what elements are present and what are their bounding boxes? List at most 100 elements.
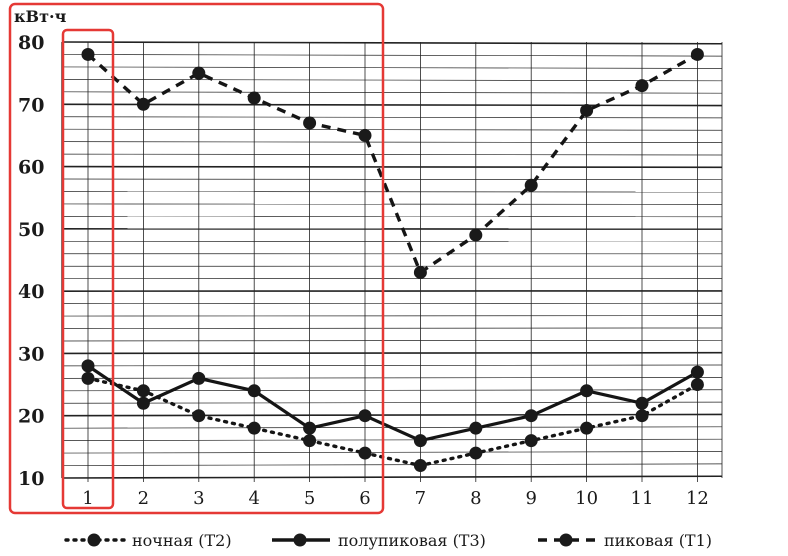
data-point [690,47,704,61]
highlights [8,2,385,515]
data-point [81,47,95,61]
x-tick-label: 5 [304,488,315,509]
data-point [81,359,95,373]
series-dotted [81,371,704,473]
x-tick-label: 3 [193,488,204,509]
data-point [136,384,150,398]
grid-line-minor [61,377,723,379]
data-point [303,434,317,448]
legend-swatch-marker [293,533,307,547]
legend-label: пиковая (T1) [604,531,712,550]
data-point [469,228,483,242]
legend-label: полупиковая (T3) [338,531,486,550]
x-tick-label: 11 [631,488,654,509]
data-point [303,116,317,130]
y-tick-label: 30 [18,343,44,365]
data-point [524,409,538,423]
series-solid [81,359,704,448]
legend-label: ночная (T2) [132,531,232,550]
grid-line-minor [61,91,723,94]
x-tick-label: 2 [138,488,149,509]
legend-swatch-marker [87,533,101,547]
grid-line-major [61,351,723,355]
grid-line-minor [61,116,723,119]
y-tick-label: 70 [18,94,44,116]
grid-line-minor [61,191,723,193]
data-point [358,128,372,142]
grid-line-major [61,41,723,45]
data-point [413,434,427,448]
grid-line-minor [61,153,723,156]
data-point [469,446,483,460]
x-tick-label: 4 [248,488,259,509]
data-point [690,365,704,379]
grid-line-minor [61,128,723,131]
grid-line-minor [61,451,723,454]
y-tick-label: 10 [18,468,44,490]
data-point [247,91,261,105]
data-point [247,421,261,435]
y-tick-label: 40 [18,281,44,303]
data-point [413,459,427,473]
grid-line-minor [61,54,723,57]
data-point [247,384,261,398]
data-point [469,421,483,435]
data-point [136,97,150,111]
y-tick-label: 20 [18,406,44,428]
y-tick-label: 50 [18,219,44,241]
grid-line-major [61,103,723,107]
series-dashed [81,47,704,279]
legend: ночная (T2) полупиковая (T3) пиковая (T1) [64,531,712,550]
series-layer [81,47,704,473]
grid-line-minor [61,339,723,342]
grid-line-minor [61,327,723,329]
grid-line-major [61,413,723,417]
series-line [86,376,700,468]
series-line [87,364,699,443]
data-point [192,409,206,423]
grid-line-minor [61,66,723,69]
data-point [580,421,594,435]
data-point [303,421,317,435]
data-point [524,434,538,448]
data-point [81,371,95,385]
data-point [524,178,538,192]
y-tick-label: 80 [18,32,44,54]
data-point [635,409,649,423]
y-tick-label: 60 [18,157,44,179]
data-point [690,378,704,392]
x-tick-label: 6 [359,488,370,509]
grid-line-minor [61,141,723,143]
data-point [580,384,594,398]
grid-line-minor [61,401,723,404]
grid [61,41,723,482]
x-tick-label: 8 [470,488,481,509]
grid-line-minor [61,364,723,367]
x-tick-label: 1 [82,488,93,509]
series-line [86,52,699,276]
grid-line-minor [61,178,723,181]
highlight-box-months-1-6 [8,2,385,515]
data-point [358,409,372,423]
grid-line-minor [61,389,723,392]
highlight-box-month-1 [61,28,115,510]
x-tick-label: 12 [686,488,709,509]
grid-line-minor [61,438,723,441]
grid-line-major [61,165,723,169]
data-point [413,265,427,279]
x-tick-label: 7 [415,488,426,509]
y-axis-label: кВт·ч [14,7,67,26]
grid-line-minor [61,463,723,466]
grid-line-major [61,475,723,479]
legend-swatch-marker [559,533,573,547]
grid-line-minor [61,79,723,82]
data-point [580,104,594,118]
data-point [192,66,206,80]
data-point [192,371,206,385]
data-point [358,446,372,460]
data-point [635,396,649,410]
x-tick-label: 9 [525,488,536,509]
x-tick-label: 10 [575,488,598,509]
